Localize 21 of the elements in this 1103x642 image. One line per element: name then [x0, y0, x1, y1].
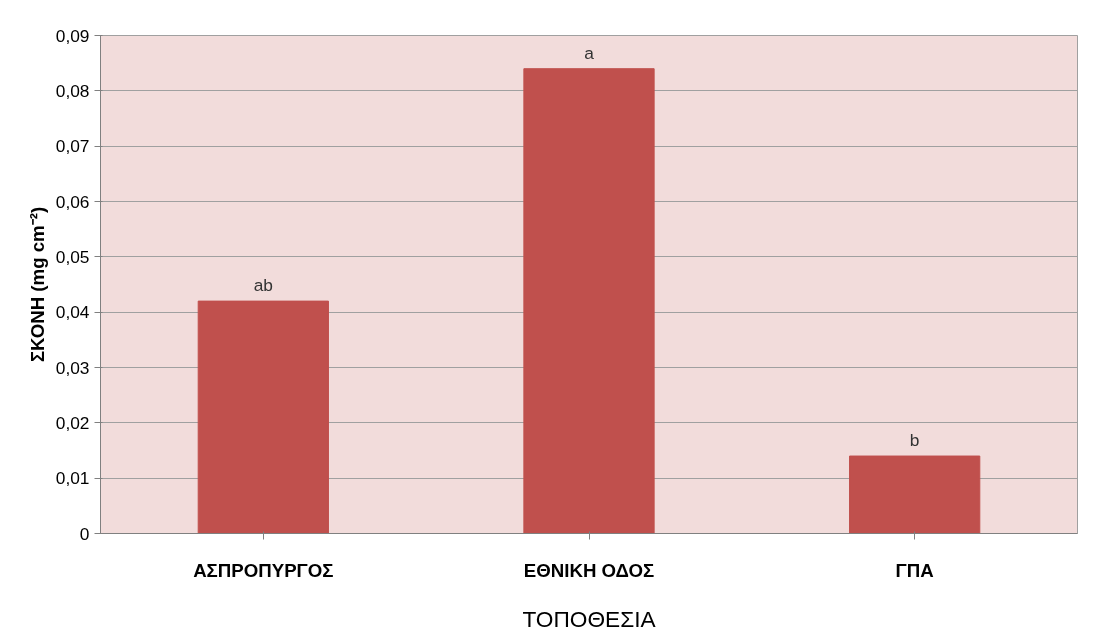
annotation: ab	[253, 275, 273, 296]
x-tick-label: ΓΠΑ	[895, 559, 934, 581]
bar	[197, 300, 329, 534]
y-axis-title: ΣΚΟΝΗ (mg cm⁻²)	[26, 206, 48, 363]
bar	[523, 68, 655, 534]
y-tick-label: 0,07	[55, 136, 90, 157]
bar	[849, 455, 981, 534]
annotation: b	[909, 430, 920, 451]
x-axis-title: ΤΟΠΟΘΕΣΙΑ	[522, 605, 657, 632]
y-tick-label: 0,03	[55, 357, 90, 378]
annotation: a	[584, 42, 595, 63]
y-tick-label: 0,09	[55, 25, 90, 46]
x-tick-label: ΕΘΝΙΚΗ ΟΔΟΣ	[523, 559, 655, 581]
y-tick-label: 0,04	[55, 302, 90, 323]
y-tick-label: 0,05	[55, 246, 90, 267]
y-tick-label: 0,08	[55, 80, 90, 101]
y-tick-label: 0,06	[55, 191, 90, 212]
y-tick-label: 0,01	[55, 468, 90, 489]
x-tick-label: ΑΣΠΡΟΠΥΡΓΟΣ	[193, 559, 334, 581]
y-tick-label: 0	[79, 523, 90, 544]
y-tick-label: 0,02	[55, 412, 90, 433]
